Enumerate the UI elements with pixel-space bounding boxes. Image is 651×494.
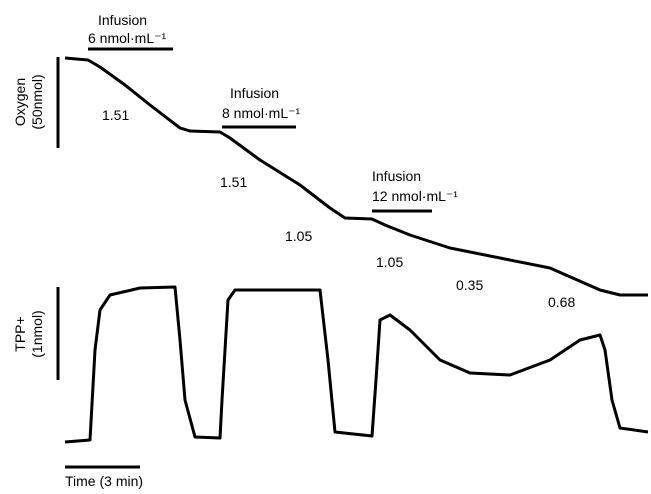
infusion-title: Infusion [230, 85, 279, 101]
infusion-dose: 6 nmol·mL⁻¹ [88, 30, 167, 46]
oxygen-trace [64, 56, 648, 297]
infusion-dose: 12 nmol·mL⁻¹ [372, 188, 458, 204]
rate-label: 1.05 [376, 254, 403, 270]
tpp-label: TPP+ [12, 316, 28, 351]
infusion-title: Infusion [372, 168, 421, 184]
rate-label: 0.35 [456, 277, 483, 293]
oxygen-unit: (50nmol) [29, 74, 45, 129]
rate-label: 0.68 [548, 294, 575, 310]
time-label: Time (3 min) [65, 473, 143, 489]
infusion-dose: 8 nmol·mL⁻¹ [222, 105, 301, 121]
rate-label: 1.51 [102, 107, 129, 123]
rate-label: 1.51 [220, 174, 247, 190]
oxygen-label: Oxygen [12, 78, 28, 126]
infusion-title: Infusion [98, 12, 147, 28]
tpp-unit: (1nmol) [29, 310, 45, 357]
tpp-trace [64, 285, 649, 444]
rate-label: 1.05 [285, 228, 312, 244]
